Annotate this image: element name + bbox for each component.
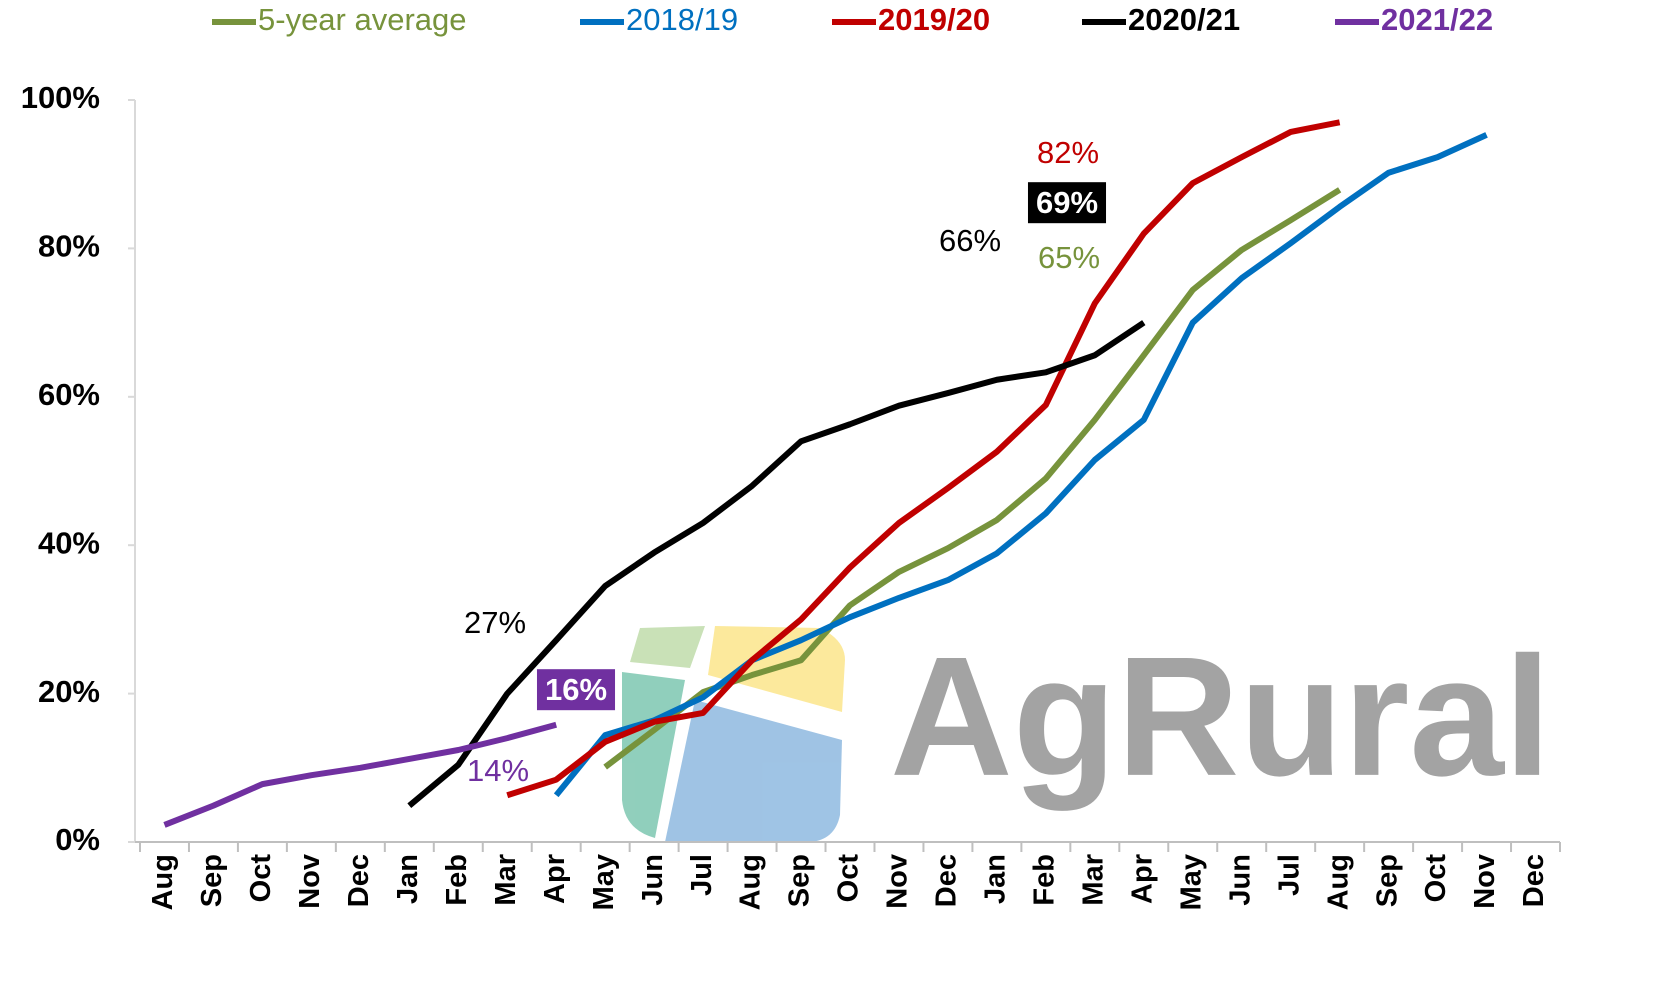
x-tick-label: Dec [343, 854, 375, 907]
x-tick-label: Jan [392, 854, 424, 904]
annotation: 14% [467, 753, 529, 788]
x-tick-label: Jun [1224, 854, 1256, 906]
x-tick-label: Aug [1322, 854, 1354, 910]
x-tick-label: Oct [245, 854, 277, 903]
x-tick-label: Sep [1371, 854, 1403, 907]
x-tick-label: Aug [147, 854, 179, 910]
x-tick-label: Aug [735, 854, 767, 910]
x-tick-label: Jul [1273, 854, 1305, 896]
x-tick-label: Nov [294, 854, 326, 909]
x-tick-label: Mar [1077, 854, 1109, 906]
annotation-box [1027, 182, 1107, 224]
annotation: 69% [1036, 185, 1098, 220]
y-tick-label: 60% [38, 377, 100, 412]
watermark: AgRural [890, 622, 1551, 812]
x-tick-label: Sep [784, 854, 816, 907]
x-tick-label: May [588, 854, 620, 910]
x-tick-label: Feb [1029, 854, 1061, 906]
lines [163, 119, 1488, 828]
y-tick-label: 80% [38, 229, 100, 264]
annotation: 82% [1037, 135, 1099, 170]
annotation: 65% [1038, 240, 1100, 275]
x-tick-label: Oct [1420, 854, 1452, 903]
x-tick-label: Nov [1469, 854, 1501, 909]
legend-label: 2019/20 [878, 2, 990, 37]
annotation-box [536, 669, 616, 711]
annotations: 27% 14% 16% 66% 82% 69% 65% [464, 135, 1107, 788]
legend: 5-year average 2018/19 2019/20 2020/21 2021/… [212, 2, 1493, 37]
x-tick-label: Dec [1518, 854, 1550, 907]
legend-label: 2021/22 [1381, 2, 1493, 37]
x-tick-label: Feb [441, 854, 473, 906]
series-line [407, 320, 1146, 808]
x-tick-label: Jun [637, 854, 669, 906]
series-line [553, 132, 1488, 798]
axes: 0% 20% 40% 60% 80% 100% Aug Sep Oct Nov Dec Jan Feb M… [21, 80, 1561, 910]
y-tick-label: 0% [55, 822, 100, 857]
annotation: 16% [545, 672, 607, 707]
x-tick-label: Apr [1126, 854, 1158, 904]
annotation: 27% [464, 605, 526, 640]
x-tick-label: Dec [931, 854, 963, 907]
y-tick-label: 40% [38, 525, 100, 560]
legend-label: 5-year average [258, 2, 467, 37]
x-tick-label: Apr [539, 854, 571, 904]
logo [622, 626, 845, 842]
y-tick-label: 20% [38, 674, 100, 709]
legend-label: 2020/21 [1128, 2, 1240, 37]
annotation: 66% [939, 223, 1001, 258]
x-tick-label: Mar [490, 854, 522, 906]
x-tick-label: Oct [833, 854, 865, 903]
x-tick-label: Nov [882, 854, 914, 909]
x-tick-label: May [1175, 854, 1207, 910]
x-tick-label: Jan [980, 854, 1012, 904]
x-tick-label: Jul [686, 854, 718, 896]
series-line [506, 119, 1341, 799]
legend-label: 2018/19 [626, 2, 738, 37]
series-line [163, 721, 557, 828]
y-tick-label: 100% [21, 80, 100, 115]
x-tick-label: Sep [196, 854, 228, 907]
